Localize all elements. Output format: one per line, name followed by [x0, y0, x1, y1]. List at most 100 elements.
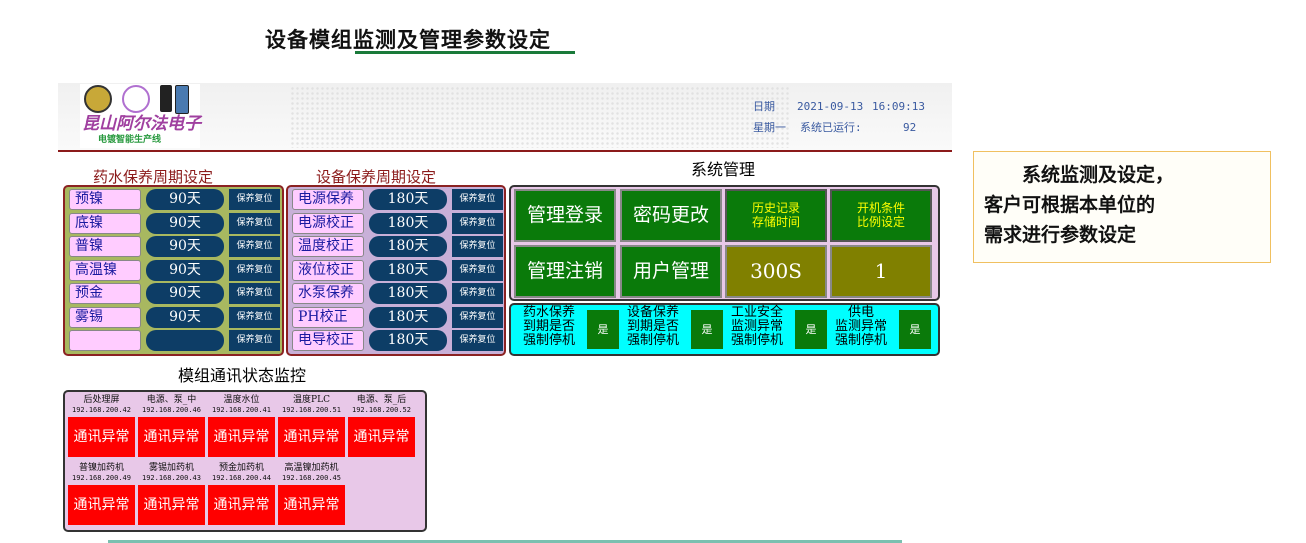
globe-icon — [122, 85, 150, 113]
logo-subtitle: 电镀智能生产线 — [98, 135, 162, 145]
module-status: 通讯异常 — [68, 417, 135, 457]
page-title: 设备模组监测及管理参数设定 — [265, 27, 551, 52]
chem-reset-button[interactable]: 保养复位 — [229, 259, 280, 281]
module-ip: 192.168.200.45 — [281, 474, 341, 482]
time-value: 16:09:13 — [872, 100, 925, 113]
module-ip: 192.168.200.43 — [141, 474, 201, 482]
chem-cycle-input[interactable]: 90天 — [146, 259, 224, 281]
equip-cycle-input[interactable]: 180天 — [369, 189, 447, 210]
admin-login-button[interactable]: 管理登录 — [514, 189, 616, 242]
change-password-button[interactable]: 密码更改 — [620, 189, 722, 242]
bottom-line — [108, 540, 902, 543]
equip-cycle-input[interactable]: 180天 — [369, 236, 447, 257]
history-storage-input[interactable]: 300S — [725, 245, 827, 298]
label-line: 历史记录 — [751, 201, 800, 215]
startup-ratio-input[interactable]: 1 — [830, 245, 932, 298]
runtime-label: 系统已运行: — [800, 121, 862, 134]
chem-item-name: 普镍 — [69, 236, 141, 257]
comm-status-panel: 后处理屏 192.168.200.42 通讯异常 电源、泵_中 192.168.200.… — [63, 390, 427, 532]
chem-reset-button[interactable]: 保养复位 — [229, 283, 280, 304]
equip-item-name: 电导校正 — [292, 330, 364, 351]
chem-item-name: 雾锡 — [69, 306, 141, 328]
chem-reset-button[interactable]: 保养复位 — [229, 236, 280, 257]
chem-item-name: 高温镍 — [69, 259, 141, 281]
module-name: 电源、泵_后 — [356, 395, 407, 405]
chem-cycle-input[interactable]: 90天 — [146, 236, 224, 257]
label-line: 监测异常 — [730, 319, 783, 334]
company-logo: 昆山阿尔法电子 电镀智能生产线 — [80, 84, 201, 148]
forced-stop-toggle[interactable]: 是 — [587, 310, 619, 349]
equip-cycle-input[interactable]: 180天 — [369, 330, 447, 351]
equip-reset-button[interactable]: 保养复位 — [452, 259, 503, 281]
label-line: 到期是否 — [626, 319, 679, 334]
header-divider — [58, 150, 952, 152]
label-line: 强制停机 — [834, 333, 887, 348]
label-line: 监测异常 — [834, 319, 887, 334]
chem-item-name: 底镍 — [69, 212, 141, 234]
label-line: 强制停机 — [626, 333, 679, 348]
equip-maintenance-panel: 电源保养 180天 保养复位 电源校正 180天 保养复位 温度校正 180天 保养复位 液位校正… — [286, 185, 506, 356]
equip-cycle-input[interactable]: 180天 — [369, 259, 447, 281]
equip-reset-button[interactable]: 保养复位 — [452, 330, 503, 351]
module-label: 电源、泵_中 192.168.200.46 — [138, 395, 205, 415]
chem-item-name: 预镍 — [69, 189, 141, 210]
equip-cycle-input[interactable]: 180天 — [369, 306, 447, 328]
chem-item-name — [69, 330, 141, 351]
module-name: 预金加药机 — [218, 463, 264, 473]
equip-reset-button[interactable]: 保养复位 — [452, 306, 503, 328]
module-name: 温度水位 — [223, 395, 260, 405]
label-line: 存储时间 — [751, 215, 800, 229]
chem-title: 药水保养周期设定 — [93, 168, 214, 186]
diamond-logo-icon — [84, 85, 112, 113]
module-name: 雾锡加药机 — [148, 463, 194, 473]
chem-cycle-input[interactable]: 90天 — [146, 306, 224, 328]
chem-cycle-input[interactable]: 90天 — [146, 212, 224, 234]
equip-title: 设备保养周期设定 — [316, 168, 437, 186]
module-name: 后处理屏 — [83, 395, 120, 405]
chem-cycle-input[interactable] — [146, 330, 224, 351]
module-ip: 192.168.200.41 — [211, 406, 271, 414]
chem-reset-button[interactable]: 保养复位 — [229, 306, 280, 328]
equip-reset-button[interactable]: 保养复位 — [452, 212, 503, 234]
module-status: 通讯异常 — [278, 417, 345, 457]
module-ip: 192.168.200.42 — [71, 406, 131, 414]
module-ip: 192.168.200.52 — [351, 406, 411, 414]
startup-ratio-label: 开机条件 比例设定 — [830, 189, 932, 242]
chem-reset-button[interactable]: 保养复位 — [229, 212, 280, 234]
forced-stop-toggle[interactable]: 是 — [795, 310, 827, 349]
label-line: 强制停机 — [730, 333, 783, 348]
module-label: 普镍加药机 192.168.200.49 — [68, 463, 135, 483]
equip-item-name: 电源保养 — [292, 189, 364, 210]
equip-reset-button[interactable]: 保养复位 — [452, 283, 503, 304]
logo-name: 昆山阿尔法电子 — [82, 114, 201, 134]
forced-stop-toggle[interactable]: 是 — [899, 310, 931, 349]
stop-condition-label: 设备保养 到期是否 强制停机 — [619, 306, 687, 348]
user-management-button[interactable]: 用户管理 — [620, 245, 722, 298]
chem-reset-button[interactable]: 保养复位 — [229, 330, 280, 351]
module-ip: 192.168.200.46 — [141, 406, 201, 414]
description-note: 系统监测及设定， 客户可根据本单位的 需求进行参数设定 — [973, 151, 1271, 263]
module-label: 预金加药机 192.168.200.44 — [208, 463, 275, 483]
equip-reset-button[interactable]: 保养复位 — [452, 236, 503, 257]
module-name: 温度PLC — [293, 395, 330, 405]
equip-item-name: 温度校正 — [292, 236, 364, 257]
equip-item-name: 液位校正 — [292, 259, 364, 281]
equip-cycle-input[interactable]: 180天 — [369, 283, 447, 304]
chem-reset-button[interactable]: 保养复位 — [229, 189, 280, 210]
forced-stop-toggle[interactable]: 是 — [691, 310, 723, 349]
module-label: 雾锡加药机 192.168.200.43 — [138, 463, 205, 483]
module-status: 通讯异常 — [68, 485, 135, 525]
admin-logout-button[interactable]: 管理注销 — [514, 245, 616, 298]
module-ip: 192.168.200.51 — [281, 406, 341, 414]
label-line: 供电 — [847, 305, 874, 320]
module-status: 通讯异常 — [348, 417, 415, 457]
chem-cycle-input[interactable]: 90天 — [146, 189, 224, 210]
note-line: 系统监测及设定， — [984, 164, 1175, 186]
module-name: 普镍加药机 — [78, 463, 124, 473]
module-label: 电源、泵_后 192.168.200.52 — [348, 395, 415, 415]
module-status: 通讯异常 — [138, 485, 205, 525]
chem-cycle-input[interactable]: 90天 — [146, 283, 224, 304]
equip-cycle-input[interactable]: 180天 — [369, 212, 447, 234]
equip-reset-button[interactable]: 保养复位 — [452, 189, 503, 210]
stop-condition-label: 工业安全 监测异常 强制停机 — [723, 306, 791, 348]
